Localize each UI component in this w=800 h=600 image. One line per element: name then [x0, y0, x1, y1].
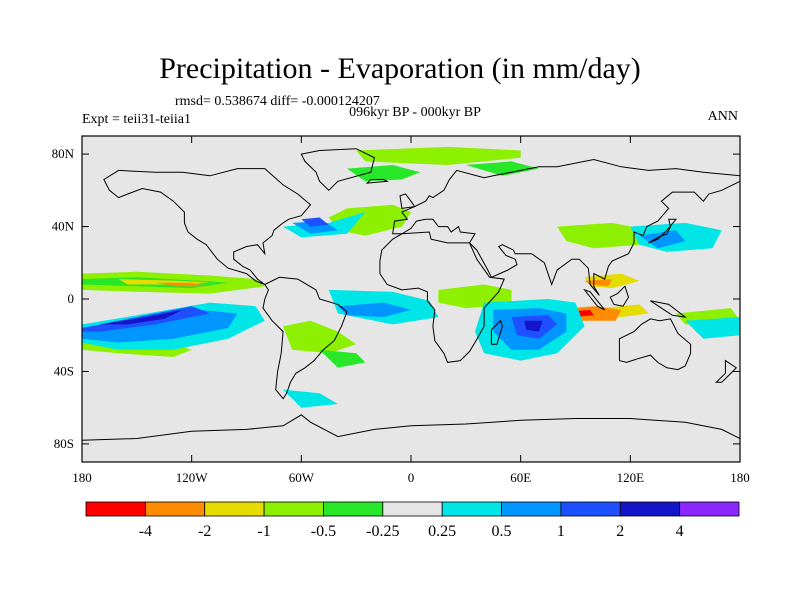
experiment-label: Expt = teii31-teiia1: [82, 112, 191, 127]
colorbar-box-9: [619, 501, 681, 517]
x-tick-label-3: 0: [408, 470, 415, 485]
pe-region-1-1: [347, 165, 421, 182]
x-tick-label-4: 60E: [510, 470, 531, 485]
x-tick-label-6: 180: [730, 470, 750, 485]
coastline-greenland: [300, 148, 375, 192]
pe-region-3-0: [155, 282, 207, 287]
pe-region-1-2: [465, 161, 539, 176]
pe-field-layer: [82, 146, 740, 408]
colorbar-label-0: -4: [139, 523, 152, 540]
coastline-antarctica: [82, 414, 740, 441]
colorbar-box-7: [501, 501, 562, 517]
pe-region-0-5: [557, 222, 649, 249]
colorbar-box-1: [144, 501, 206, 517]
pe-region-0-4: [356, 146, 521, 165]
colorbar-label-2: -1: [257, 523, 270, 540]
pe-region-8-0: [100, 309, 183, 325]
pe-region-8-1: [524, 320, 543, 332]
coastline-new-guinea: [650, 300, 688, 318]
pe-region-6-4: [639, 230, 686, 249]
colorbar-box-5: [382, 501, 443, 517]
colorbar-box-8: [560, 501, 621, 517]
coastline-sumatra: [583, 288, 606, 311]
colorbar-label-1: -2: [198, 523, 211, 540]
y-tick-label-2: 0: [68, 291, 75, 306]
map-subtitle: 096kyr BP - 000kyr BP: [349, 105, 481, 120]
colorbar-label-7: 1: [557, 523, 565, 540]
colorbar-label-9: 4: [676, 523, 684, 540]
pe-region-7-2: [301, 217, 329, 227]
coastline-borneo: [609, 285, 630, 307]
x-tick-label-1: 120W: [176, 470, 209, 485]
colorbar-box-10: [679, 501, 740, 517]
y-tick-label-0: 80N: [52, 146, 75, 161]
colorbar-label-5: 0.25: [428, 523, 456, 540]
colorbar-box-6: [441, 501, 502, 517]
x-tick-label-0: 180: [72, 470, 92, 485]
pe-region-6-0: [82, 309, 238, 343]
coastline-layer: [82, 148, 740, 441]
axis-ticks: 180 120W 60W 0 60E 120E 180 80N 40N 0 40S 80S: [52, 136, 750, 485]
colorbar-label-6: 0.5: [492, 523, 512, 540]
colorbar-label-8: 2: [616, 523, 624, 540]
pe-region-5-5: [685, 317, 740, 339]
coastline-britain: [399, 193, 416, 209]
y-tick-label-4: 80S: [54, 436, 74, 451]
colorbar-box-3: [263, 501, 324, 517]
colorbar-box-4: [323, 501, 384, 517]
y-tick-label-3: 40S: [54, 363, 74, 378]
coastline-madagascar: [490, 319, 503, 345]
coastline-australia: [618, 318, 692, 371]
coastline-south-america: [262, 276, 348, 400]
stats-line: rmsd= 0.538674 diff= -0.000124207: [175, 94, 380, 109]
pe-region-1-3: [319, 349, 366, 368]
coastline-iceland: [365, 179, 389, 184]
colorbar: -4 -2 -1 -0.5 -0.25 0.25 0.5 1 2 4: [85, 501, 740, 540]
coastline-africa: [379, 231, 505, 363]
pe-region-6-3: [337, 302, 411, 318]
pe-region-3-2: [584, 279, 613, 287]
colorbar-label-3: -0.5: [311, 523, 336, 540]
pe-region-0-2: [283, 320, 357, 354]
coastline-eurasia: [392, 158, 740, 296]
colorbar-label-4: -0.25: [366, 523, 399, 540]
coastline-new-zealand: [714, 359, 738, 383]
colorbar-box-2: [204, 501, 265, 517]
x-tick-label-2: 60W: [289, 470, 315, 485]
pe-region-5-6: [283, 389, 338, 408]
coastline-japan: [648, 218, 678, 244]
y-tick-label-1: 40N: [52, 219, 75, 234]
map-title: Precipitation - Evaporation (in mm/day): [159, 52, 641, 85]
season-label: ANN: [707, 109, 738, 124]
coastline-north-america: [103, 168, 312, 285]
x-tick-label-5: 120E: [617, 470, 645, 485]
colorbar-box-0: [85, 501, 146, 517]
